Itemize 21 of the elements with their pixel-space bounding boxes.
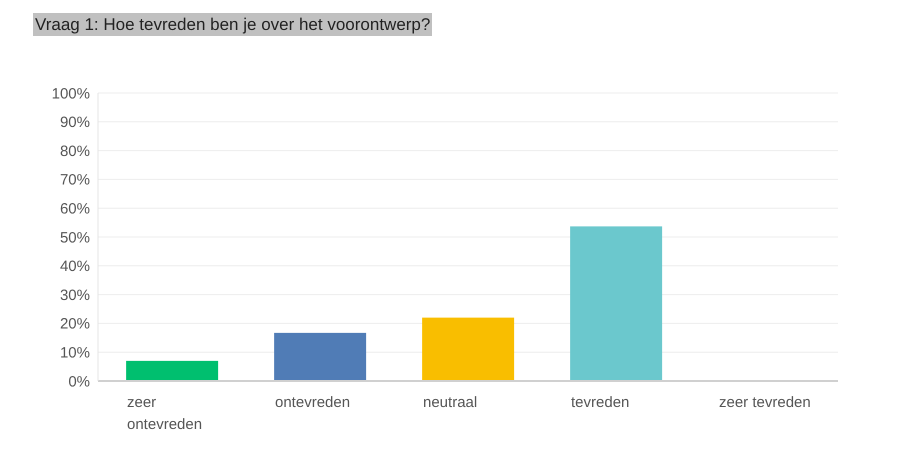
bar	[422, 318, 514, 381]
x-tick-label: zeer ontevreden	[127, 394, 202, 433]
y-tick-label: 100%	[52, 85, 90, 102]
x-tick-label: neutraal	[423, 394, 478, 411]
y-tick-label: 40%	[60, 258, 90, 276]
bar	[274, 332, 366, 381]
x-tick-label: ontevreden	[275, 394, 350, 411]
x-tick-label: tevreden	[571, 394, 630, 411]
y-tick-label: 30%	[60, 286, 90, 304]
chart-title: Vraag 1: Hoe tevreden ben je over het voorontwerp?	[33, 13, 432, 36]
y-tick-label: 80%	[60, 142, 90, 160]
y-tick-label: 20%	[60, 316, 90, 333]
bar	[570, 226, 662, 381]
bar	[126, 360, 218, 381]
y-tick-label: 60%	[60, 200, 90, 218]
y-tick-label: 0%	[68, 373, 90, 390]
x-tick-label: zeer tevreden	[719, 394, 811, 411]
y-tick-label: 10%	[60, 344, 90, 362]
y-tick-label: 70%	[60, 172, 90, 189]
y-tick-label: 90%	[60, 114, 90, 132]
y-tick-label: 50%	[60, 229, 90, 246]
